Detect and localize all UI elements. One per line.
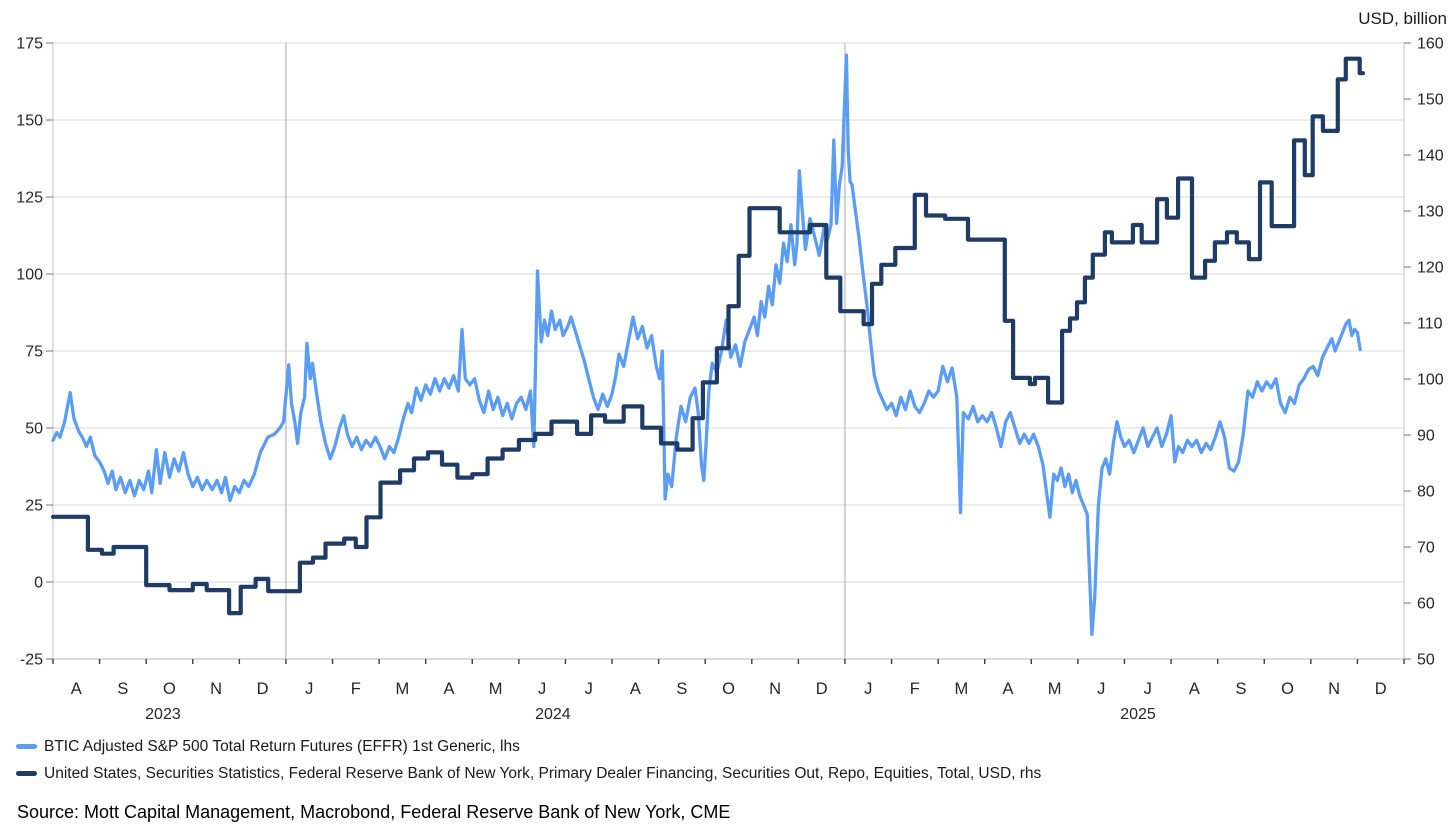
- year-label: 2023: [145, 706, 181, 723]
- year-label: 2025: [1120, 706, 1156, 723]
- legend-swatch-btic-icon: [16, 744, 37, 749]
- chart-canvas: 175 150 125 100 75 50 25 0 -25 160 150 140 130 120 110…: [16, 36, 1444, 724]
- month-label: A: [630, 680, 641, 698]
- month-label: O: [1281, 680, 1294, 698]
- legend-swatch-repo-icon: [16, 771, 37, 776]
- right-axis-tick-label: 150: [1417, 92, 1444, 109]
- right-axis: 160 150 140 130 120 110 100 90 80 70 60 50: [1404, 36, 1444, 669]
- series-btic-futures-line: [51, 53, 1362, 637]
- month-label: S: [1235, 680, 1246, 698]
- legend-item-btic: BTIC Adjusted S&P 500 Total Return Futur…: [16, 733, 1041, 760]
- source-attribution: Source: Mott Capital Management, Macrobo…: [17, 802, 731, 822]
- right-axis-tick-label: 100: [1417, 372, 1444, 389]
- left-axis-tick-label: -25: [20, 652, 43, 669]
- month-label: J: [305, 680, 313, 698]
- right-axis-tick-label: 120: [1417, 260, 1444, 277]
- dual-axis-line-chart: 175 150 125 100 75 50 25 0 -25 160 150 140 130 120 110…: [16, 36, 1444, 724]
- left-axis-tick-label: 0: [34, 575, 43, 592]
- month-label: O: [163, 680, 176, 698]
- legend-label-repo: United States, Securities Statistics, Fe…: [44, 764, 1042, 782]
- x-axis: A S O N D J F M A M J J A S O N D J F M A M J J A S O N D 2023 2024 202…: [52, 659, 1405, 723]
- month-label: J: [538, 680, 546, 698]
- month-label: D: [1375, 680, 1387, 698]
- left-axis-tick-label: 125: [16, 190, 43, 207]
- right-axis-title: USD, billion: [1358, 9, 1447, 28]
- month-label: S: [117, 680, 128, 698]
- month-label: S: [676, 680, 687, 698]
- month-label: J: [864, 680, 872, 698]
- left-axis-tick-label: 150: [16, 113, 43, 130]
- month-label: A: [443, 680, 454, 698]
- right-axis-tick-label: 110: [1417, 316, 1443, 333]
- right-axis-tick-label: 70: [1417, 540, 1435, 557]
- month-label: F: [910, 680, 920, 698]
- left-axis-tick-label: 175: [16, 36, 43, 53]
- month-label: F: [351, 680, 361, 698]
- left-axis-tick-label: 25: [25, 498, 43, 515]
- legend-item-repo: United States, Securities Statistics, Fe…: [16, 760, 1041, 787]
- month-label: O: [722, 680, 735, 698]
- right-axis-tick-label: 140: [1417, 148, 1444, 165]
- right-axis-tick-label: 90: [1417, 428, 1435, 445]
- month-label: M: [489, 680, 503, 698]
- left-axis-tick-label: 75: [25, 344, 43, 361]
- left-axis: 175 150 125 100 75 50 25 0 -25: [16, 36, 53, 669]
- right-axis-tick-label: 130: [1417, 204, 1444, 221]
- right-axis-tick-label: 160: [1417, 36, 1444, 53]
- month-label: D: [816, 680, 828, 698]
- year-label: 2024: [535, 706, 571, 723]
- series-repo-equities-line: [50, 56, 1366, 616]
- right-axis-tick-label: 50: [1417, 652, 1435, 669]
- month-label: J: [1144, 680, 1152, 698]
- month-label: M: [955, 680, 969, 698]
- month-label: M: [1048, 680, 1062, 698]
- month-label: J: [585, 680, 593, 698]
- month-label: D: [257, 680, 269, 698]
- month-label: A: [71, 680, 82, 698]
- left-axis-tick-label: 50: [25, 421, 43, 438]
- month-label: A: [1003, 680, 1014, 698]
- legend-label-btic: BTIC Adjusted S&P 500 Total Return Futur…: [44, 737, 520, 755]
- left-axis-tick-label: 100: [16, 267, 43, 284]
- chart-legend: BTIC Adjusted S&P 500 Total Return Futur…: [16, 733, 1041, 787]
- month-label: N: [210, 680, 222, 698]
- month-label: A: [1189, 680, 1200, 698]
- month-label: M: [396, 680, 410, 698]
- month-label: J: [1097, 680, 1105, 698]
- right-axis-tick-label: 80: [1417, 484, 1435, 501]
- right-axis-tick-label: 60: [1417, 596, 1435, 613]
- month-label: N: [1328, 680, 1340, 698]
- month-label: N: [769, 680, 781, 698]
